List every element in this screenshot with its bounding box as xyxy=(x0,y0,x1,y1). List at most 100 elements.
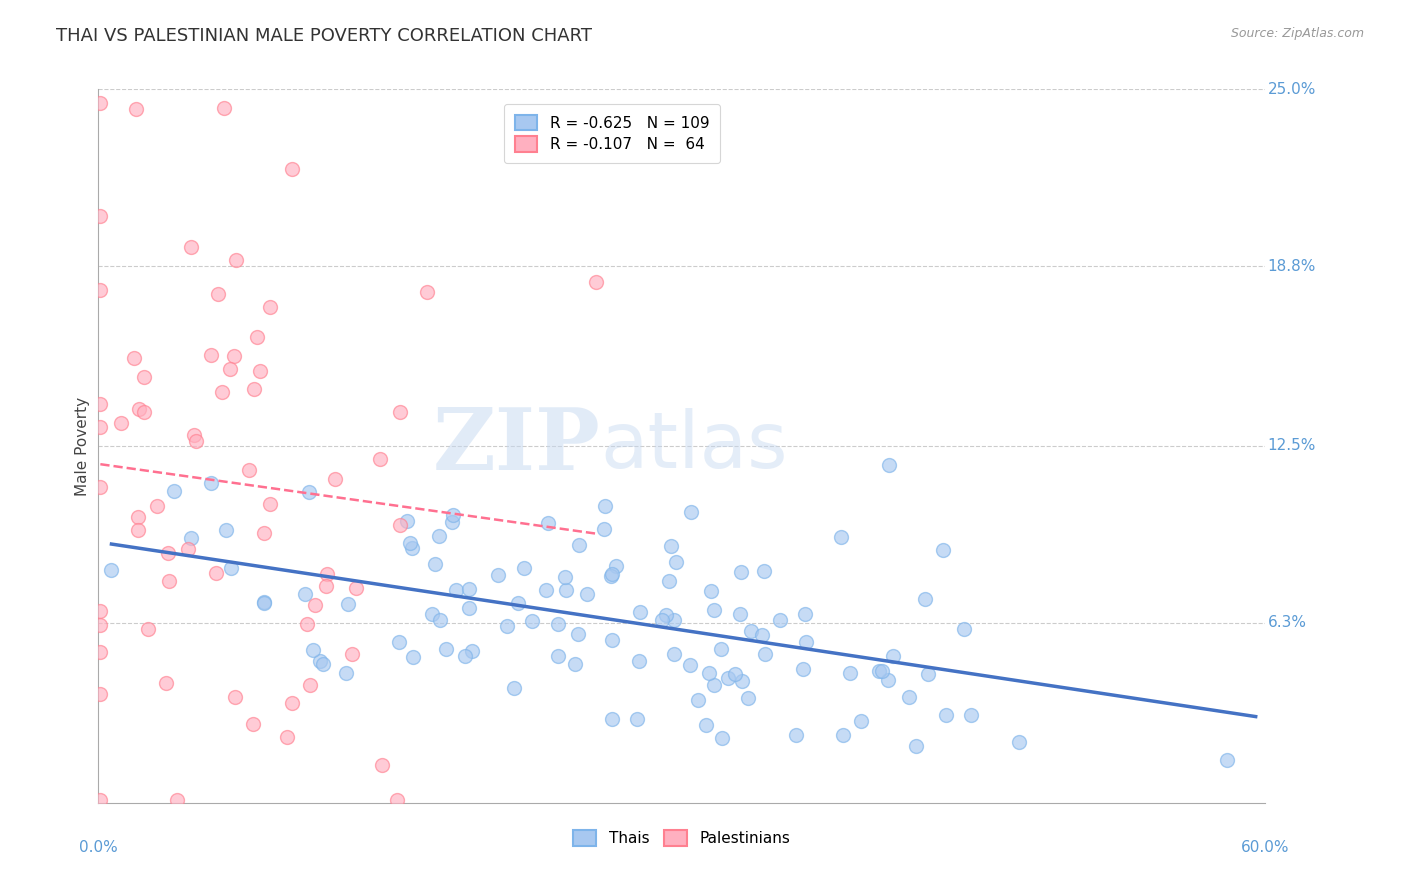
Point xyxy=(385,793,408,807)
Text: 12.5%: 12.5% xyxy=(1268,439,1316,453)
Point xyxy=(249,364,271,378)
Point xyxy=(960,708,983,723)
Point xyxy=(122,351,145,365)
Point xyxy=(792,662,814,676)
Point xyxy=(605,558,627,573)
Point xyxy=(295,617,318,632)
Point xyxy=(554,570,576,584)
Point xyxy=(567,627,589,641)
Point xyxy=(156,546,179,560)
Point xyxy=(368,452,391,467)
Text: 25.0%: 25.0% xyxy=(1268,82,1316,96)
Point xyxy=(686,692,709,706)
Point xyxy=(252,595,274,609)
Point xyxy=(180,239,202,253)
Point xyxy=(600,712,623,726)
Point xyxy=(388,635,411,649)
Point xyxy=(89,209,111,223)
Point xyxy=(870,665,893,679)
Point xyxy=(159,574,181,588)
Point xyxy=(155,675,177,690)
Point xyxy=(337,597,360,611)
Point xyxy=(882,648,904,663)
Point xyxy=(89,793,111,807)
Point xyxy=(838,665,860,680)
Point xyxy=(703,678,725,692)
Point xyxy=(89,397,111,411)
Point xyxy=(163,483,186,498)
Point xyxy=(125,102,148,116)
Point xyxy=(89,603,111,617)
Point xyxy=(593,499,616,513)
Point xyxy=(298,678,321,692)
Point xyxy=(697,665,720,680)
Point xyxy=(585,275,607,289)
Point xyxy=(710,641,733,656)
Point xyxy=(434,641,457,656)
Point xyxy=(344,581,367,595)
Y-axis label: Male Poverty: Male Poverty xyxy=(75,396,90,496)
Point xyxy=(662,647,685,661)
Point xyxy=(427,529,450,543)
Point xyxy=(564,657,586,672)
Point xyxy=(717,671,740,685)
Point xyxy=(576,587,599,601)
Point xyxy=(281,697,304,711)
Point xyxy=(440,515,463,529)
Point xyxy=(110,416,132,430)
Point xyxy=(794,635,817,649)
Point xyxy=(211,384,233,399)
Point xyxy=(304,598,326,612)
Point xyxy=(659,540,682,554)
Point xyxy=(626,712,648,726)
Point xyxy=(877,673,900,687)
Point xyxy=(218,362,240,376)
Point xyxy=(180,531,202,545)
Point xyxy=(628,655,651,669)
Point xyxy=(932,543,955,558)
Point xyxy=(280,162,302,177)
Point xyxy=(259,300,281,314)
Point xyxy=(486,567,509,582)
Point xyxy=(89,480,111,494)
Point xyxy=(520,614,543,628)
Point xyxy=(868,664,890,678)
Point xyxy=(420,607,443,621)
Point xyxy=(547,649,569,664)
Point xyxy=(740,624,762,638)
Point xyxy=(728,607,751,621)
Point xyxy=(785,728,807,742)
Point xyxy=(127,509,149,524)
Point xyxy=(506,596,529,610)
Point xyxy=(917,666,939,681)
Point xyxy=(302,642,325,657)
Point xyxy=(395,514,418,528)
Point xyxy=(389,405,412,419)
Point xyxy=(441,508,464,522)
Point xyxy=(628,605,651,619)
Point xyxy=(224,690,246,705)
Point xyxy=(914,591,936,606)
Point xyxy=(89,687,111,701)
Point xyxy=(711,731,734,745)
Point xyxy=(752,564,775,578)
Point xyxy=(730,565,752,579)
Point xyxy=(370,758,392,772)
Point xyxy=(547,617,569,632)
Point xyxy=(176,541,198,556)
Point xyxy=(512,561,534,575)
Point xyxy=(89,618,111,632)
Point xyxy=(207,287,229,301)
Point xyxy=(89,420,111,434)
Point xyxy=(100,563,122,577)
Point xyxy=(243,382,266,396)
Point xyxy=(665,555,688,569)
Point xyxy=(399,535,422,549)
Text: 6.3%: 6.3% xyxy=(1268,615,1306,631)
Point xyxy=(200,348,222,362)
Point xyxy=(695,718,717,732)
Point xyxy=(389,517,412,532)
Point xyxy=(225,253,247,268)
Point xyxy=(650,613,672,627)
Point xyxy=(253,525,276,540)
